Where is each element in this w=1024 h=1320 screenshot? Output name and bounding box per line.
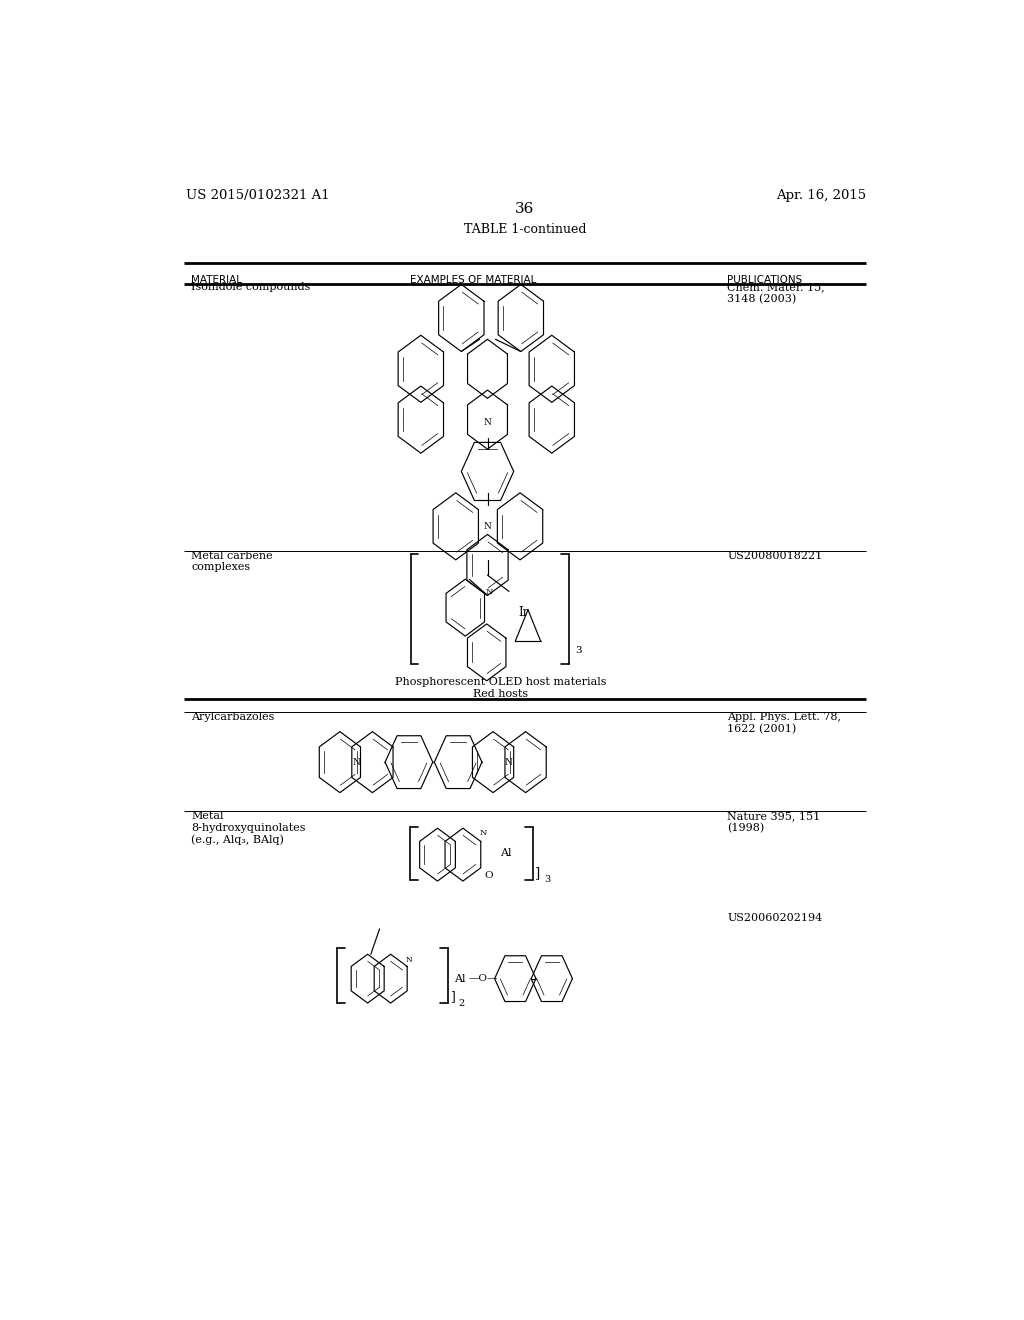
Text: Apr. 16, 2015: Apr. 16, 2015 [776, 189, 866, 202]
Text: Nature 395, 151
(1998): Nature 395, 151 (1998) [727, 810, 820, 833]
Text: TABLE 1-continued: TABLE 1-continued [464, 223, 586, 236]
Text: 3: 3 [545, 875, 551, 884]
Text: Al: Al [454, 974, 466, 983]
Text: US 2015/0102321 A1: US 2015/0102321 A1 [186, 189, 330, 202]
Text: Metal carbene
complexes: Metal carbene complexes [191, 550, 273, 573]
Text: N: N [480, 829, 487, 837]
Text: Phosphorescent OLED host materials: Phosphorescent OLED host materials [395, 677, 607, 686]
Text: N: N [352, 758, 360, 767]
Text: N: N [406, 956, 412, 965]
Text: Isoindole compounds: Isoindole compounds [191, 282, 311, 293]
Text: N: N [486, 587, 494, 597]
Text: 2: 2 [458, 999, 465, 1008]
Text: Al: Al [500, 847, 512, 858]
Text: MATERIAL: MATERIAL [191, 276, 243, 285]
Text: Metal
8-hydroxyquinolates
(e.g., Alq₃, BAlq): Metal 8-hydroxyquinolates (e.g., Alq₃, B… [191, 810, 306, 845]
Text: PUBLICATIONS: PUBLICATIONS [727, 276, 803, 285]
Text: —O—: —O— [469, 974, 499, 983]
Text: Chem. Mater. 15,
3148 (2003): Chem. Mater. 15, 3148 (2003) [727, 282, 825, 305]
Text: N: N [505, 758, 513, 767]
Text: US20080018221: US20080018221 [727, 550, 822, 561]
Text: 36: 36 [515, 202, 535, 216]
Text: Ir: Ir [518, 606, 528, 619]
Text: O: O [484, 871, 494, 880]
Text: N: N [483, 521, 492, 531]
Text: ]: ] [536, 866, 541, 880]
Text: EXAMPLES OF MATERIAL: EXAMPLES OF MATERIAL [410, 276, 537, 285]
Text: ]: ] [451, 990, 455, 1003]
Text: 3: 3 [575, 647, 583, 656]
Text: N: N [483, 418, 492, 428]
Text: Appl. Phys. Lett. 78,
1622 (2001): Appl. Phys. Lett. 78, 1622 (2001) [727, 713, 841, 734]
Text: US20060202194: US20060202194 [727, 912, 822, 923]
Text: Arylcarbazoles: Arylcarbazoles [191, 713, 274, 722]
Text: Red hosts: Red hosts [473, 689, 528, 700]
